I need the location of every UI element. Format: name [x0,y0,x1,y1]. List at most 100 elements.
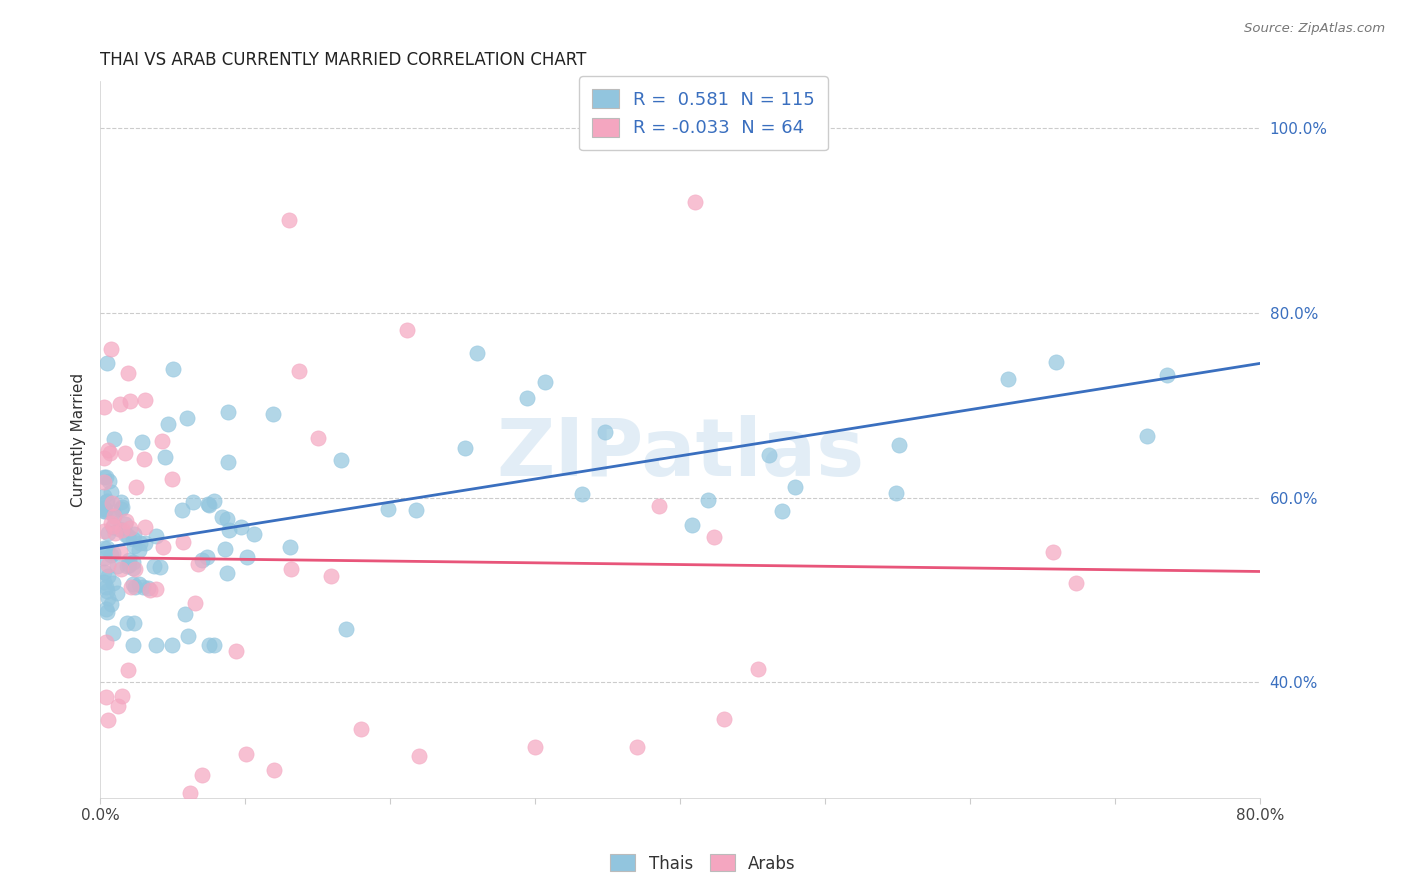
Point [307,431,329,445]
Point [117,663,139,677]
Point [121,639,143,653]
Point [100,343,122,357]
Point [218,523,240,537]
Point [134,393,156,408]
Point [108,396,131,410]
Point [124,539,146,553]
Point [117,366,139,380]
Point [114,446,136,460]
Point [626,740,648,755]
Point [697,493,720,508]
Point [94,602,117,616]
Point [191,552,214,566]
Point [681,518,703,533]
Point [235,747,257,761]
Point [98,446,121,460]
Point [97,714,120,728]
Point [211,510,233,524]
Point [184,596,207,610]
Point [408,749,430,764]
Point [108,545,131,559]
Point [93,401,115,415]
Point [516,392,538,406]
Point [703,530,725,544]
Point [93,475,115,490]
Point [125,480,148,494]
Point [100,598,122,612]
Point [145,582,167,597]
Point [93,501,115,516]
Point [287,364,309,378]
Point [96,581,118,595]
Point [101,496,124,510]
Point [114,514,136,528]
Point [108,522,131,536]
Point [770,504,793,518]
Point [1135,429,1157,443]
Point [454,441,477,455]
Point [93,566,115,580]
Point [139,582,162,597]
Point [887,437,910,451]
Point [118,394,141,409]
Point [96,356,118,370]
Point [103,508,125,523]
Point [96,690,118,704]
Point [122,560,145,574]
Point [277,213,299,227]
Legend: Thais, Arabs: Thais, Arabs [603,847,803,880]
Point [150,434,173,448]
Point [747,662,769,676]
Text: ZIPatlas: ZIPatlas [496,415,865,493]
Point [396,323,419,337]
Point [111,689,134,703]
Point [111,500,134,514]
Point [121,577,143,591]
Point [97,569,120,583]
Point [149,560,172,574]
Point [198,498,221,512]
Point [117,528,139,542]
Point [105,559,128,574]
Point [713,713,735,727]
Point [534,375,557,389]
Point [187,558,209,572]
Point [329,453,352,467]
Point [648,499,671,513]
Point [278,540,301,554]
Point [103,509,125,524]
Point [181,495,204,509]
Point [217,566,239,580]
Legend: R =  0.581  N = 115, R = -0.033  N = 64: R = 0.581 N = 115, R = -0.033 N = 64 [579,76,828,150]
Point [172,534,194,549]
Point [176,411,198,425]
Point [160,639,183,653]
Point [120,580,142,594]
Point [96,470,118,484]
Point [97,442,120,457]
Point [134,536,156,550]
Point [107,698,129,713]
Point [110,562,132,576]
Point [350,722,373,736]
Point [132,580,155,594]
Point [143,558,166,573]
Point [160,472,183,486]
Point [103,526,125,541]
Point [128,576,150,591]
Point [174,607,197,621]
Point [157,417,180,431]
Text: Source: ZipAtlas.com: Source: ZipAtlas.com [1244,22,1385,36]
Point [96,584,118,599]
Point [128,543,150,558]
Point [118,553,141,567]
Point [997,372,1019,386]
Point [124,562,146,576]
Point [96,591,118,606]
Point [170,502,193,516]
Point [524,739,547,754]
Point [93,489,115,503]
Point [93,451,115,466]
Point [319,569,342,583]
Point [94,504,117,518]
